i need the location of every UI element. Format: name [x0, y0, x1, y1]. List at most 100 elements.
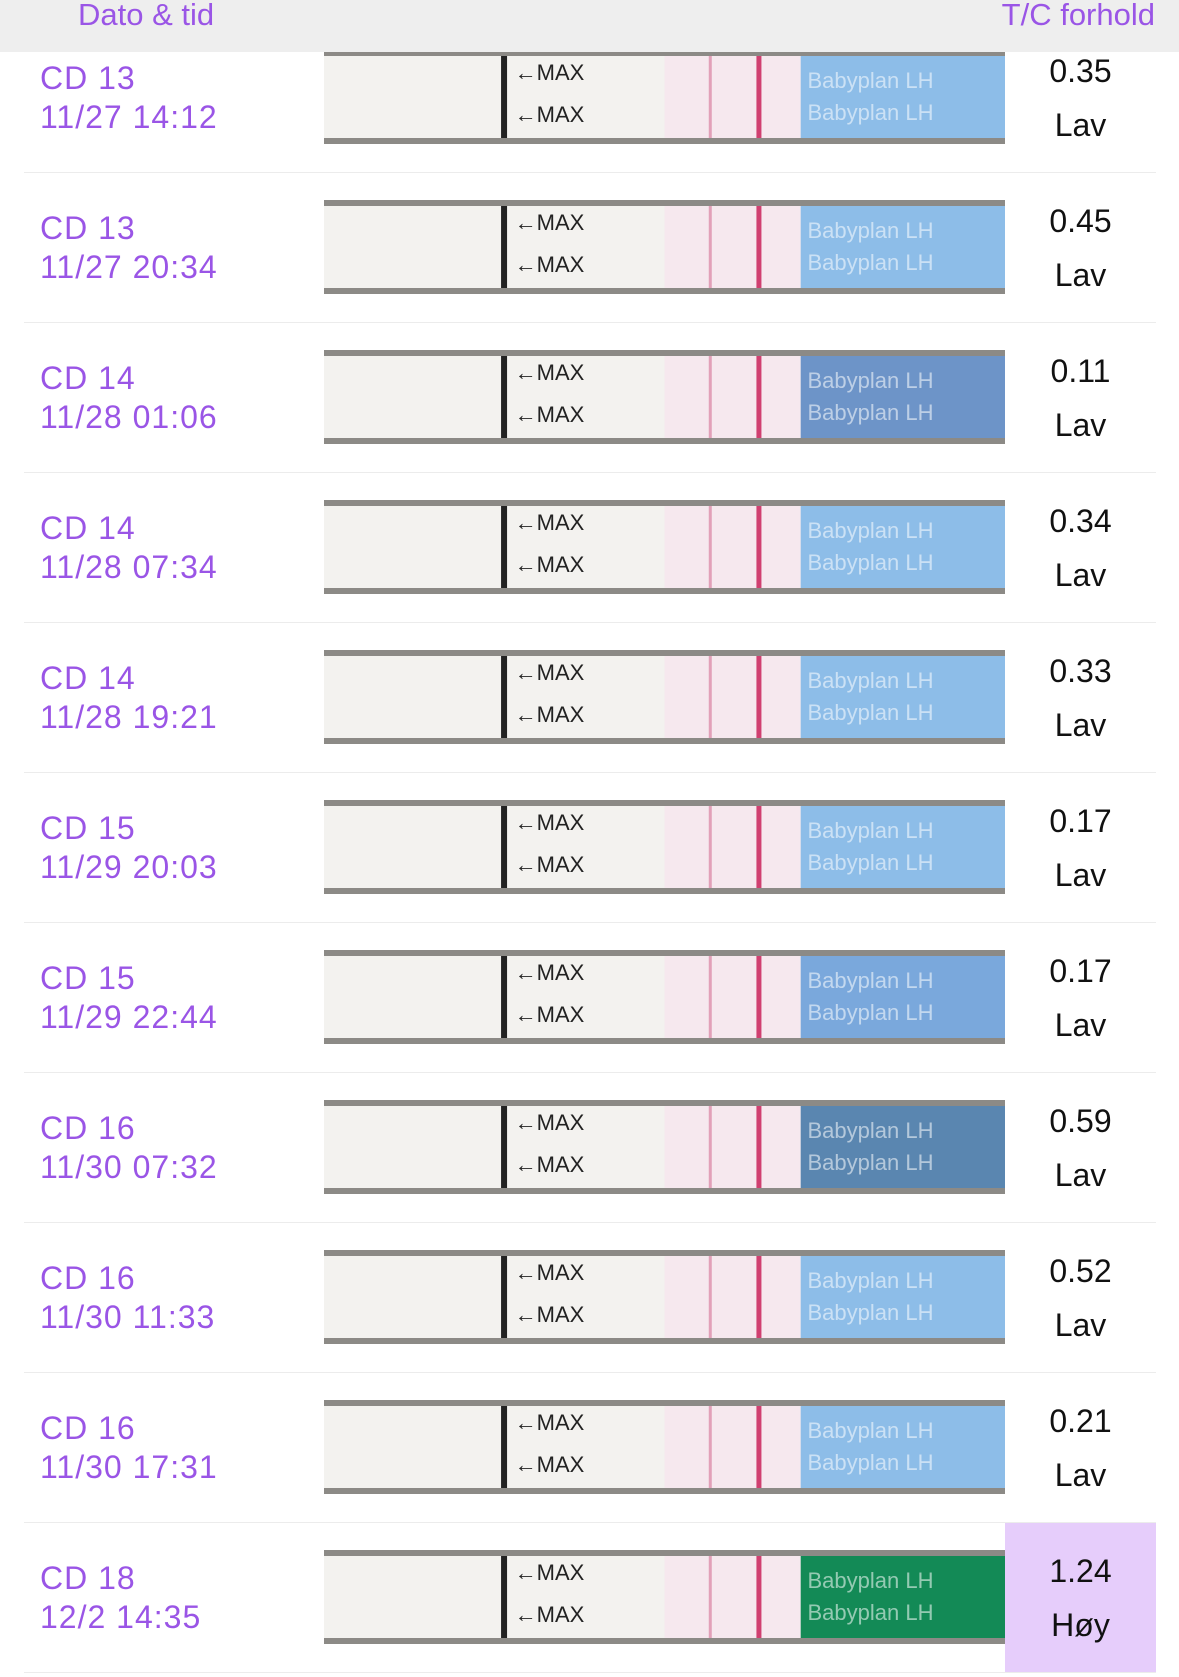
ratio: 0.45	[1049, 203, 1112, 239]
test-row: CD 16 11/30 17:31 0.21 Lav ←MAX ←MAX Babyplan …	[0, 1373, 1179, 1523]
max-label: ←MAX	[515, 702, 585, 727]
date-time: 11/27 20:34	[40, 249, 218, 285]
header-date: Dato & tid	[78, 0, 215, 32]
level: Lav	[1054, 107, 1107, 143]
strip-window	[664, 1406, 801, 1488]
max-label: ←MAX	[515, 510, 585, 535]
max-label: ←MAX	[515, 1410, 585, 1435]
max-bar	[501, 656, 508, 738]
brand-label: Babyplan LH	[808, 1568, 934, 1593]
ratio: 0.21	[1049, 1403, 1112, 1439]
max-label: ←MAX	[515, 1110, 585, 1135]
cycle-day: CD 13	[40, 60, 136, 96]
test-row: CD 13 11/27 14:12 0.35 Lav ←MAX ←MAX Babyplan …	[0, 23, 1179, 173]
test-row: CD 14 11/28 07:34 0.34 Lav ←MAX ←MAX Babyplan …	[0, 473, 1179, 623]
max-label: ←MAX	[515, 1302, 585, 1327]
separator	[24, 922, 1156, 923]
strip-window	[664, 506, 801, 588]
separator	[24, 472, 1156, 473]
ratio: 0.11	[1050, 353, 1111, 389]
control-line	[756, 206, 762, 288]
test-line	[708, 506, 712, 588]
date-time: 11/28 07:34	[40, 549, 218, 585]
test-strip: ←MAX ←MAX Babyplan LH Babyplan LH	[324, 650, 1005, 744]
brand-label: Babyplan LH	[808, 218, 934, 243]
test-row: CD 14 11/28 19:21 0.33 Lav ←MAX ←MAX Babyplan …	[0, 623, 1179, 773]
max-label: ←MAX	[515, 1260, 585, 1285]
cycle-day: CD 14	[40, 510, 136, 546]
brand-label: Babyplan LH	[808, 1450, 934, 1475]
test-strip: ←MAX ←MAX Babyplan LH Babyplan LH	[324, 50, 1005, 144]
date-time: 11/30 17:31	[40, 1449, 218, 1485]
test-strip: ←MAX ←MAX Babyplan LH Babyplan LH	[324, 200, 1005, 294]
header-ratio: T/C forhold	[1001, 0, 1155, 32]
test-line	[708, 1556, 712, 1638]
separator	[24, 1072, 1156, 1073]
cycle-day: CD 15	[40, 960, 136, 996]
test-strip: ←MAX ←MAX Babyplan LH Babyplan LH	[324, 950, 1005, 1044]
level: Lav	[1054, 1457, 1107, 1493]
ratio: 0.17	[1049, 953, 1112, 989]
test-line	[708, 1256, 712, 1338]
ratio: 0.52	[1049, 1253, 1112, 1289]
date-time: 11/30 07:32	[40, 1149, 218, 1185]
test-line	[708, 806, 712, 888]
control-line	[756, 1406, 762, 1488]
separator	[24, 772, 1156, 773]
cycle-day: CD 16	[40, 1410, 136, 1446]
strip-window	[664, 206, 801, 288]
level: Lav	[1054, 1307, 1107, 1343]
brand-label: Babyplan LH	[808, 968, 934, 993]
separator	[24, 322, 1156, 323]
control-line	[756, 956, 762, 1038]
control-line	[756, 1556, 762, 1638]
test-strip: ←MAX ←MAX Babyplan LH Babyplan LH	[324, 800, 1005, 894]
level: Lav	[1054, 707, 1107, 743]
max-label: ←MAX	[515, 1152, 585, 1177]
max-label: ←MAX	[515, 1452, 585, 1477]
brand-label: Babyplan LH	[808, 668, 934, 693]
max-label: ←MAX	[515, 210, 585, 235]
brand-label: Babyplan LH	[808, 1150, 934, 1175]
brand-label: Babyplan LH	[808, 1600, 934, 1625]
test-line	[708, 656, 712, 738]
brand-label: Babyplan LH	[808, 250, 934, 275]
brand-label: Babyplan LH	[808, 518, 934, 543]
strip-window	[664, 656, 801, 738]
brand-label: Babyplan LH	[808, 100, 934, 125]
cycle-day: CD 16	[40, 1260, 136, 1296]
max-bar	[501, 1556, 508, 1638]
max-label: ←MAX	[515, 660, 585, 685]
max-label: ←MAX	[515, 102, 585, 127]
strip-window	[664, 956, 801, 1038]
ratio: 0.33	[1049, 653, 1112, 689]
max-bar	[501, 506, 508, 588]
brand-label: Babyplan LH	[808, 1000, 934, 1025]
strip-label	[800, 356, 1005, 438]
test-row: CD 16 11/30 11:33 0.52 Lav ←MAX ←MAX Babyplan …	[0, 1223, 1179, 1373]
strip-window	[664, 1106, 801, 1188]
table-header: Dato & tid T/C forhold	[0, 0, 1179, 52]
test-row: CD 13 11/27 20:34 0.45 Lav ←MAX ←MAX Babyplan …	[0, 173, 1179, 323]
strip-label	[800, 656, 1005, 738]
level: Lav	[1054, 857, 1107, 893]
max-bar	[501, 806, 508, 888]
date-time: 11/29 20:03	[40, 849, 218, 885]
brand-label: Babyplan LH	[808, 1118, 934, 1143]
ratio: 0.34	[1049, 503, 1112, 539]
cycle-day: CD 15	[40, 810, 136, 846]
max-label: ←MAX	[515, 810, 585, 835]
strip-label	[800, 1106, 1005, 1188]
strip-window	[664, 1556, 801, 1638]
test-strip: ←MAX ←MAX Babyplan LH Babyplan LH	[324, 500, 1005, 594]
strip-label	[800, 1256, 1005, 1338]
highlight	[1005, 1523, 1156, 1673]
date-time: 11/30 11:33	[40, 1299, 216, 1335]
test-line	[708, 1106, 712, 1188]
test-row: CD 16 11/30 07:32 0.59 Lav ←MAX ←MAX Babyplan …	[0, 1073, 1179, 1223]
strip-label	[800, 1556, 1005, 1638]
test-row: CD 14 11/28 01:06 0.11 Lav ←MAX ←MAX Babyplan …	[0, 323, 1179, 473]
brand-label: Babyplan LH	[808, 400, 934, 425]
max-label: ←MAX	[515, 1002, 585, 1027]
